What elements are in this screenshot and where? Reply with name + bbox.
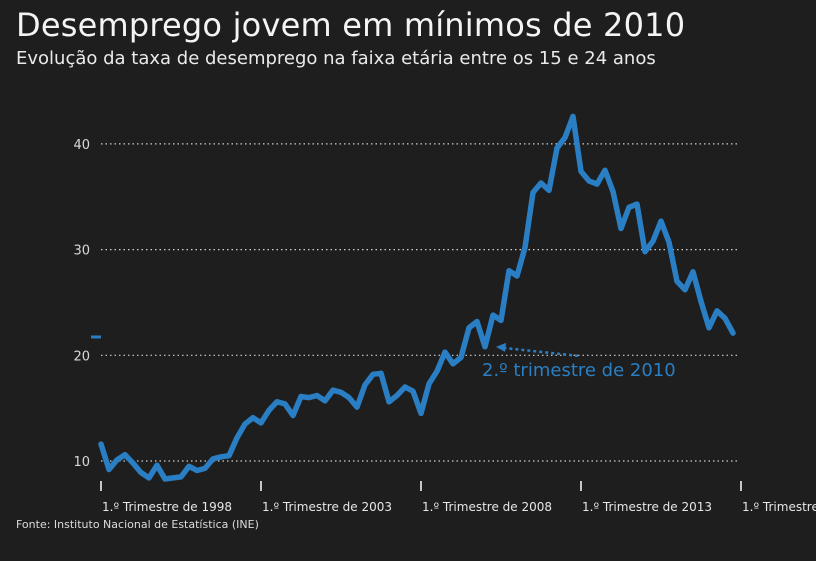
y-tick-label: 30 xyxy=(73,244,90,259)
source-note: Fonte: Instituto Nacional de Estatística… xyxy=(16,518,259,531)
annotation-arrowhead xyxy=(496,342,506,352)
series-group xyxy=(98,113,736,482)
x-tick-label: 1.º Trimestre de 2018 xyxy=(742,500,816,514)
annotation-group: 2.º trimestre de 2010 xyxy=(91,335,676,381)
series-line xyxy=(98,113,736,482)
chart-title: Desemprego jovem em mínimos de 2010 xyxy=(16,6,686,44)
annotation-label: 2.º trimestre de 2010 xyxy=(482,360,676,381)
y-tick-label: 10 xyxy=(73,455,90,470)
x-tick-label: 1.º Trimestre de 2003 xyxy=(262,500,392,514)
x-tick-label: 1.º Trimestre de 2008 xyxy=(422,500,552,514)
x-axis-ticks: 1.º Trimestre de 1998 1.º Trimestre de 20… xyxy=(100,481,816,514)
y-tick-label: 20 xyxy=(73,349,90,364)
chart-subtitle: Evolução da taxa de desemprego na faixa … xyxy=(16,48,656,69)
y-axis-ticks: 10 20 30 40 xyxy=(73,138,90,470)
x-tick-label: 1.º Trimestre de 1998 xyxy=(102,500,232,514)
x-tick-label: 1.º Trimestre de 2013 xyxy=(582,500,712,514)
annotation-arrow-line xyxy=(502,346,579,358)
y-tick-label: 40 xyxy=(73,138,90,153)
